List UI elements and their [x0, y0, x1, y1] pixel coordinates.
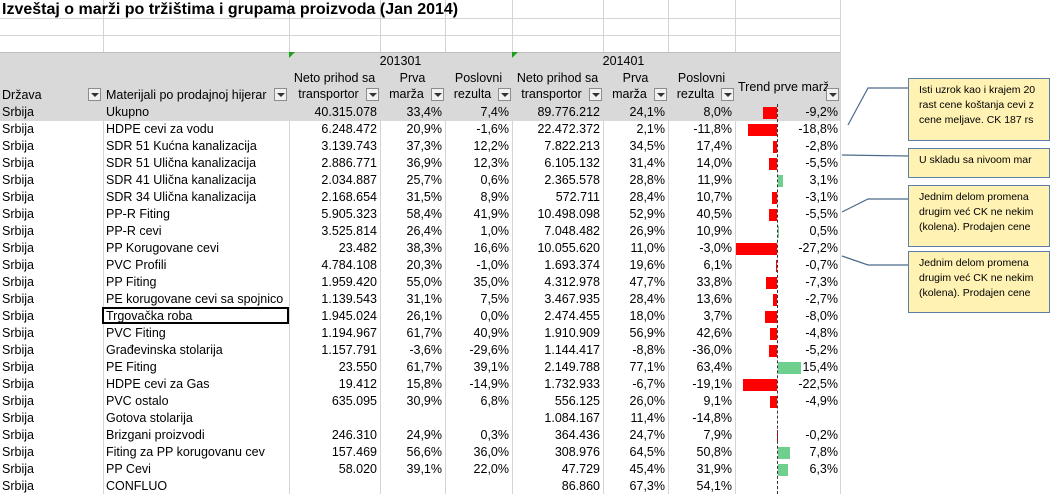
comment-note-2[interactable]: U skladu sa nivoom mar — [908, 148, 1050, 178]
connector-line — [842, 199, 908, 212]
connector-line — [848, 88, 908, 125]
connector-line — [842, 155, 908, 156]
connector-line — [842, 256, 908, 265]
